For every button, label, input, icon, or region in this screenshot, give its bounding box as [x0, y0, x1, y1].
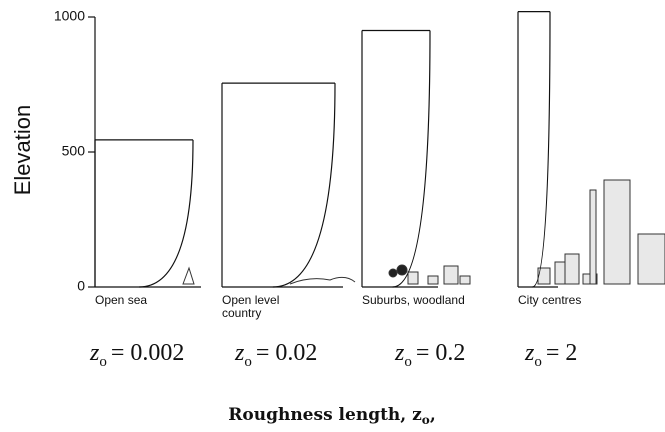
roughness-label: zo = 0.02 [234, 340, 317, 370]
roughness-label: zo = 0.002 [89, 340, 184, 370]
z-subscript: o [244, 354, 252, 370]
z0-value: = 0.002 [111, 340, 185, 366]
terrain-icons [182, 179, 665, 285]
z-subscript: o [404, 354, 412, 370]
z0-value: = 0.2 [416, 340, 466, 366]
x-label-sub: o [422, 413, 430, 427]
z-subscript: o [99, 354, 107, 370]
roughness-label: zo = 0.2 [394, 340, 465, 370]
panel-caption: Open level [222, 293, 279, 307]
z-symbol: z [89, 340, 100, 366]
y-axis-label: Elevation [10, 105, 35, 196]
x-label-main: Roughness length, z [228, 405, 422, 425]
y-tick-label: 1000 [54, 8, 85, 24]
z0-value: = 2 [546, 340, 578, 366]
panel-caption: City centres [518, 293, 581, 307]
y-tick-label: 500 [62, 143, 86, 159]
wind-profile [272, 83, 336, 288]
z-subscript: o [534, 354, 542, 370]
z0-value: = 0.02 [256, 340, 318, 366]
x-axis-label: Roughness length, zo, [228, 405, 435, 427]
panel-caption: Suburbs, woodland [362, 293, 465, 307]
panel-caption: Open sea [95, 293, 147, 307]
z-symbol: z [234, 340, 245, 366]
z-symbol: z [524, 340, 535, 366]
panel-caption: country [222, 306, 261, 320]
y-tick-label: 0 [77, 278, 85, 294]
wind-profile [532, 11, 551, 288]
wind-profile [392, 30, 431, 288]
z-symbol: z [394, 340, 405, 366]
wind-profile [139, 139, 194, 288]
x-label-end: , [430, 405, 436, 425]
roughness-label: zo = 2 [524, 340, 577, 370]
